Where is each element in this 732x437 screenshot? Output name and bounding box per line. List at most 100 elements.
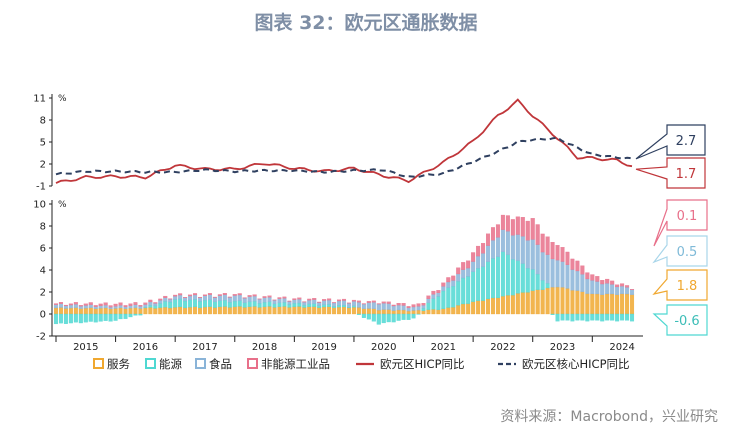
bar-segment-nonenergy [620,283,625,287]
bar-segment-services [490,297,496,315]
bar-segment-energy [456,281,461,306]
bar-segment-energy [436,296,441,311]
bar-segment-food [535,244,540,275]
bar-segment-nonenergy [525,220,530,241]
legend-swatch-energy [145,358,156,369]
bar-segment-services [88,307,93,315]
bar-segment-food [312,299,317,304]
bar-segment-energy [193,299,198,307]
nonenergy-callout-label: 0.1 [677,209,698,224]
top-y-tick-label: 8 [40,116,46,127]
bar-segment-food [505,231,510,255]
bar-segment-services [257,307,262,315]
bar-segment-energy [148,305,153,308]
bar-segment-energy [386,313,391,323]
bar-segment-nonenergy [555,245,560,261]
bar-segment-food [138,306,143,309]
bar-segment-nonenergy [53,303,59,305]
bar-segment-food [406,307,411,312]
bar-segment-food [202,295,207,301]
bar-segment-services [351,307,356,315]
bar-segment-services [153,308,158,315]
bar-segment-food [451,280,456,287]
bar-segment-energy [98,313,103,322]
bar-segment-food [515,234,520,261]
bar-segment-nonenergy [317,301,322,303]
bar-segment-services [222,306,227,315]
bar-segment-services [267,306,272,315]
bar-segment-nonenergy [63,304,68,307]
bar-segment-services [232,306,237,315]
bar-segment-food [68,304,73,309]
bar-segment-services [327,306,332,315]
bar-segment-services [108,308,113,315]
top-y-tick-label: 2 [40,160,46,171]
bar-segment-food [128,305,133,309]
bar-segment-energy [396,313,401,321]
bar-segment-nonenergy [123,305,128,308]
bar-segment-services [118,307,123,315]
bar-segment-nonenergy [93,305,98,307]
bar-segment-services [337,306,342,315]
bottom-y-tick-label: 0 [40,310,46,321]
bar-segment-food [277,298,282,303]
bar-segment-nonenergy [103,302,108,306]
bar-segment-food [625,287,630,295]
bar-segment-energy [183,300,188,308]
bar-segment-energy [575,313,580,321]
bar-segment-services [530,290,535,315]
bar-segment-energy [153,305,158,309]
bar-segment-energy [297,302,302,307]
bar-segment-services [391,310,396,315]
bar-segment-food [183,297,188,302]
bar-segment-nonenergy [262,296,267,298]
bar-segment-food [381,303,386,310]
bar-segment-services [555,286,560,315]
bar-segment-food [193,294,198,300]
bar-segment-nonenergy [515,216,520,235]
bar-segment-energy [287,304,292,308]
bar-segment-energy [178,298,183,308]
bar-segment-nonenergy [133,302,138,305]
bar-segment-services [570,290,575,315]
bar-segment-food [565,264,570,289]
bar-segment-food [510,235,515,260]
bar-segment-food [237,294,242,301]
bar-segment-services [361,308,366,315]
bar-segment-nonenergy [590,274,595,281]
bar-segment-energy [282,302,287,307]
bar-segment-food [481,253,486,267]
bar-segment-services [540,289,545,315]
bar-segment-nonenergy [178,293,183,296]
bar-segment-services [197,307,203,315]
bar-segment-nonenergy [73,302,78,305]
top-y-tick-label: 5 [40,138,46,149]
bar-segment-food [376,303,381,311]
bar-segment-energy [476,268,481,301]
bar-segment-energy [505,254,510,296]
bar-segment-food [630,289,635,295]
legend-swatch-food [195,358,206,369]
bar-segment-nonenergy [416,303,421,307]
bar-segment-nonenergy [242,297,247,299]
bar-segment-nonenergy [366,301,371,303]
bar-segment-energy [93,313,98,323]
bar-segment-energy [605,313,610,321]
bottom-y-tick-label: 8 [40,222,46,233]
bar-segment-food [560,261,565,288]
bar-segment-energy [366,313,371,320]
bar-segment-nonenergy [193,293,198,296]
bar-segment-services [193,306,198,315]
bar-segment-nonenergy [232,294,237,296]
bar-segment-services [366,308,371,315]
bar-segment-services [386,309,391,315]
bar-segment-food [247,296,252,302]
bar-segment-food [113,306,118,309]
bar-segment-nonenergy [202,294,207,297]
bar-segment-energy [312,303,317,307]
bar-segment-nonenergy [356,300,361,303]
bar-segment-food [302,301,307,306]
energy-callout-label: -0.6 [674,314,699,329]
bar-segment-food [212,297,217,302]
bar-segment-food [386,303,391,310]
